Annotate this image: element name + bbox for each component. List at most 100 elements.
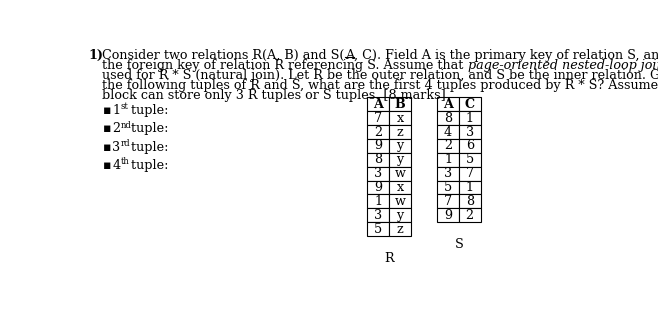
Text: 3: 3 [466, 126, 474, 139]
Bar [367, 153, 389, 167]
Bar [437, 167, 459, 180]
Bar [437, 139, 459, 153]
Text: B: B [395, 98, 405, 111]
Bar [459, 208, 480, 222]
Bar [389, 98, 411, 111]
Text: 3: 3 [374, 167, 382, 180]
Bar [459, 153, 480, 167]
Bar [389, 194, 411, 208]
Text: 9: 9 [444, 209, 452, 222]
Text: 3: 3 [444, 167, 452, 180]
Text: A: A [345, 49, 354, 62]
Text: 1: 1 [113, 104, 120, 117]
Bar [437, 111, 459, 125]
Text: 1): 1) [88, 49, 103, 62]
Text: 1: 1 [466, 181, 474, 194]
Bar [367, 167, 389, 180]
Text: ▪: ▪ [103, 141, 111, 154]
Text: y: y [396, 153, 403, 166]
Bar [367, 139, 389, 153]
Bar [459, 167, 480, 180]
Text: 1: 1 [444, 153, 452, 166]
Text: 7: 7 [466, 167, 474, 180]
Bar [459, 194, 480, 208]
Text: 8: 8 [444, 112, 452, 125]
Text: tuple:: tuple: [127, 159, 168, 172]
Text: the foreign key of relation R referencing S. Assume that: the foreign key of relation R referencin… [103, 59, 468, 72]
Text: A: A [373, 98, 383, 111]
Text: 2: 2 [466, 209, 474, 222]
Bar [367, 180, 389, 194]
Bar [459, 139, 480, 153]
Text: 3: 3 [113, 141, 120, 154]
Text: w: w [395, 195, 405, 208]
Text: 4: 4 [444, 126, 452, 139]
Text: 5: 5 [374, 223, 382, 236]
Text: ▪: ▪ [103, 159, 111, 172]
Bar [437, 125, 459, 139]
Text: 1: 1 [466, 112, 474, 125]
Text: th: th [120, 157, 130, 167]
Text: used for R * S (natural join). Let R be the outer relation, and S be the inner r: used for R * S (natural join). Let R be … [103, 69, 658, 82]
Text: 7: 7 [444, 195, 452, 208]
Bar [367, 125, 389, 139]
Text: 9: 9 [374, 181, 382, 194]
Bar [389, 139, 411, 153]
Text: 2: 2 [374, 126, 382, 139]
Bar [437, 208, 459, 222]
Text: block can store only 3 R tuples or S tuples. [8 marks]: block can store only 3 R tuples or S tup… [103, 89, 446, 102]
Text: S: S [455, 238, 463, 251]
Bar [389, 153, 411, 167]
Bar [389, 180, 411, 194]
Text: nd: nd [120, 121, 132, 130]
Bar [389, 222, 411, 236]
Text: 2: 2 [113, 122, 120, 135]
Bar [367, 98, 389, 111]
Text: Consider two relations R(A, B) and S(: Consider two relations R(A, B) and S( [103, 49, 345, 62]
Text: 1: 1 [374, 195, 382, 208]
Text: 9: 9 [374, 139, 382, 152]
Text: z: z [397, 223, 403, 236]
Text: tuple:: tuple: [127, 141, 168, 154]
Text: y: y [396, 139, 403, 152]
Text: 8: 8 [374, 153, 382, 166]
Text: rd: rd [120, 139, 130, 148]
Text: 8: 8 [466, 195, 474, 208]
Text: tuple:: tuple: [127, 122, 168, 135]
Bar [437, 180, 459, 194]
Bar [459, 98, 480, 111]
Bar [459, 180, 480, 194]
Bar [459, 125, 480, 139]
Text: C: C [465, 98, 475, 111]
Text: x: x [396, 112, 403, 125]
Bar [389, 208, 411, 222]
Text: st: st [120, 102, 128, 111]
Text: 3: 3 [374, 209, 382, 222]
Bar [389, 111, 411, 125]
Text: y: y [396, 209, 403, 222]
Bar [367, 194, 389, 208]
Text: ▪: ▪ [103, 122, 111, 135]
Text: ▪: ▪ [103, 104, 111, 117]
Text: 7: 7 [374, 112, 382, 125]
Bar [367, 208, 389, 222]
Bar [459, 111, 480, 125]
Bar [437, 194, 459, 208]
Text: 5: 5 [444, 181, 452, 194]
Text: 6: 6 [466, 139, 474, 152]
Bar [367, 222, 389, 236]
Text: , C). Field A is the primary key of relation S, and: , C). Field A is the primary key of rela… [354, 49, 658, 62]
Bar [437, 153, 459, 167]
Text: 5: 5 [466, 153, 474, 166]
Text: page-oriented nested-loop join: page-oriented nested-loop join [468, 59, 658, 72]
Text: x: x [396, 181, 403, 194]
Bar [389, 167, 411, 180]
Text: R: R [384, 252, 394, 265]
Bar [437, 98, 459, 111]
Text: A: A [443, 98, 453, 111]
Text: z: z [397, 126, 403, 139]
Text: the following tuples of R and S, what are the first 4 tuples produced by R * S? : the following tuples of R and S, what ar… [103, 79, 658, 92]
Bar [389, 125, 411, 139]
Text: tuple:: tuple: [127, 104, 168, 117]
Text: w: w [395, 167, 405, 180]
